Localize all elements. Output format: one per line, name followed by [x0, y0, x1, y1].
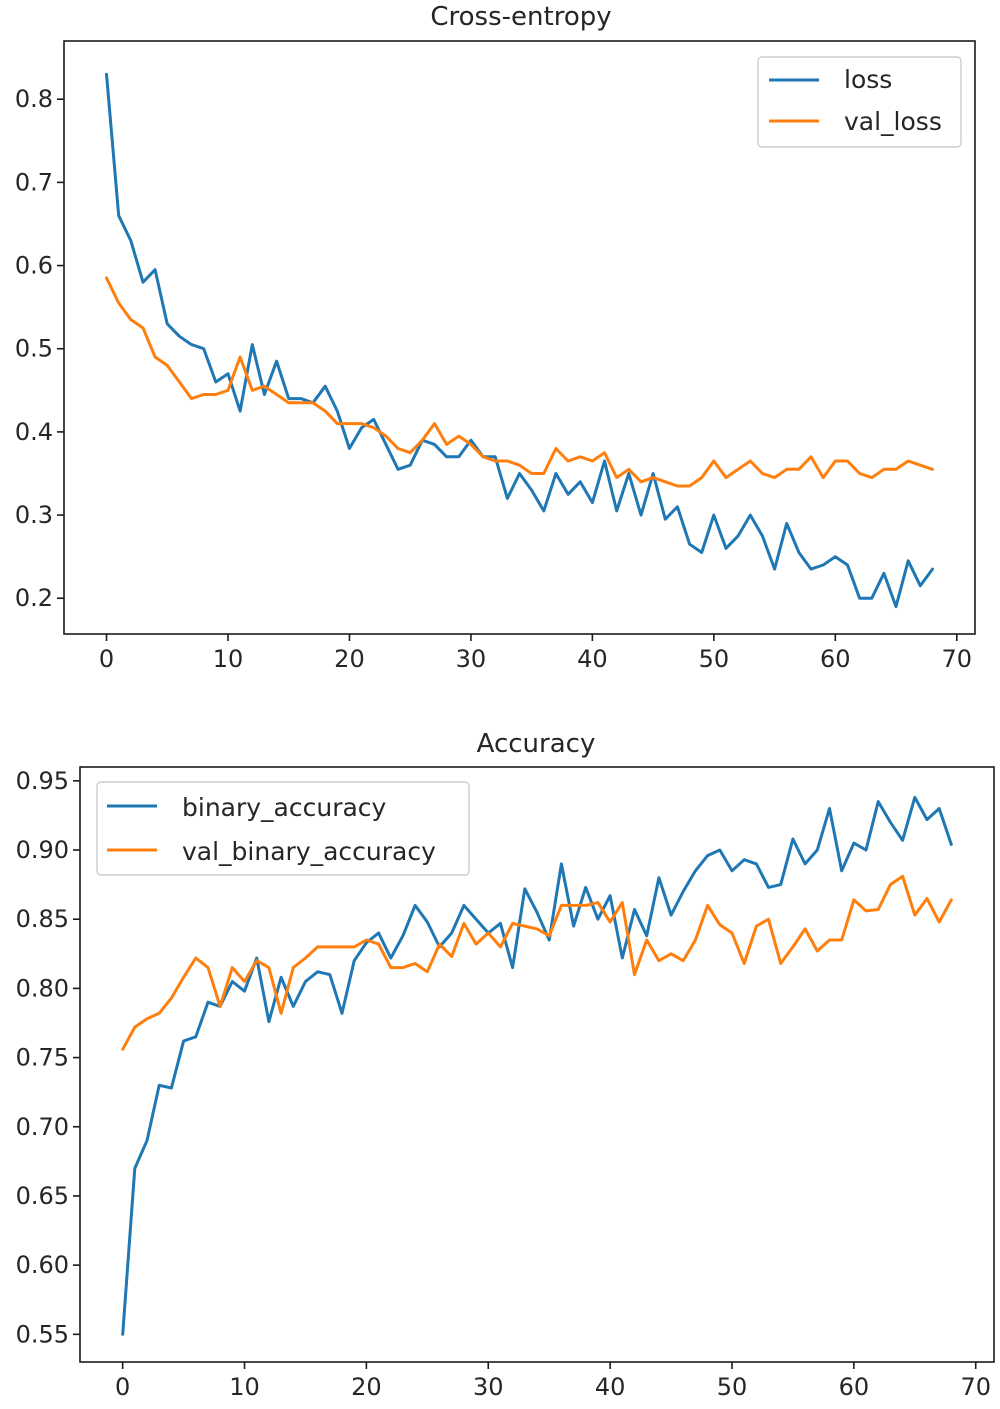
- x-tick-label: 60: [820, 645, 851, 673]
- x-tick-label: 20: [351, 1373, 382, 1401]
- y-tick-label: 0.90: [16, 836, 69, 864]
- y-tick-label: 0.55: [16, 1320, 69, 1348]
- x-tick-label: 0: [115, 1373, 130, 1401]
- y-tick-label: 0.7: [15, 168, 53, 196]
- chart-title: Cross-entropy: [430, 2, 611, 32]
- x-tick-label: 70: [960, 1373, 991, 1401]
- legend-label-loss: loss: [844, 65, 892, 94]
- plot-lines: [105, 72, 934, 609]
- y-tick-label: 0.5: [15, 335, 53, 363]
- legend: loss val_loss: [757, 56, 962, 148]
- series-line-val-loss: [105, 276, 934, 488]
- x-tick-label: 20: [334, 645, 365, 673]
- chart-title: Accuracy: [477, 729, 596, 759]
- y-tick-label: 0.80: [16, 974, 69, 1002]
- x-tick-label: 0: [99, 645, 114, 673]
- x-tick-label: 10: [213, 645, 244, 673]
- plot-lines: [121, 795, 953, 1336]
- axes-frame: [79, 766, 995, 1363]
- axis-ticks: 0 10 20 30 40 50 60 70 0.2 0.3 0.4 0.5 0.6 0.7 0.8: [15, 85, 972, 673]
- cross-entropy-chart: Cross-entropy 0 10 20 30 40 50 60 70 0.2 0.3 0.4 0.…: [15, 2, 976, 673]
- y-tick-label: 0.8: [15, 85, 53, 113]
- x-tick-label: 60: [839, 1373, 870, 1401]
- x-tick-label: 40: [595, 1373, 626, 1401]
- legend-label-val-binary-accuracy: val_binary_accuracy: [182, 837, 436, 866]
- x-tick-label: 10: [229, 1373, 260, 1401]
- x-tick-label: 30: [456, 645, 487, 673]
- y-tick-label: 0.70: [16, 1113, 69, 1141]
- y-tick-label: 0.75: [16, 1044, 69, 1072]
- y-tick-label: 0.3: [15, 501, 53, 529]
- y-tick-label: 0.4: [15, 418, 53, 446]
- legend-label-binary-accuracy: binary_accuracy: [182, 793, 387, 822]
- y-tick-label: 0.60: [16, 1251, 69, 1279]
- y-tick-label: 0.95: [16, 767, 69, 795]
- y-tick-label: 0.65: [16, 1182, 69, 1210]
- series-line-loss: [105, 72, 934, 609]
- y-tick-label: 0.6: [15, 252, 53, 280]
- axis-ticks: 0 10 20 30 40 50 60 70 0.55 0.60 0.65 0.70 0.75 0.80 0…: [16, 767, 991, 1401]
- x-tick-label: 30: [473, 1373, 504, 1401]
- legend: binary_accuracy val_binary_accuracy: [96, 781, 470, 876]
- x-tick-label: 50: [699, 645, 730, 673]
- accuracy-chart: Accuracy 0 10 20 30 40 50 60 70 0.55 0.60 0.65 0.70…: [16, 729, 995, 1401]
- legend-box: [96, 781, 470, 876]
- x-tick-label: 50: [717, 1373, 748, 1401]
- legend-label-val-loss: val_loss: [844, 107, 942, 136]
- x-tick-label: 40: [577, 645, 608, 673]
- y-tick-label: 0.2: [15, 584, 53, 612]
- x-tick-label: 70: [942, 645, 973, 673]
- y-tick-label: 0.85: [16, 905, 69, 933]
- series-line-binary-accuracy: [121, 795, 953, 1336]
- axes-frame: [63, 40, 976, 635]
- series-line-val-binary-accuracy: [121, 874, 953, 1051]
